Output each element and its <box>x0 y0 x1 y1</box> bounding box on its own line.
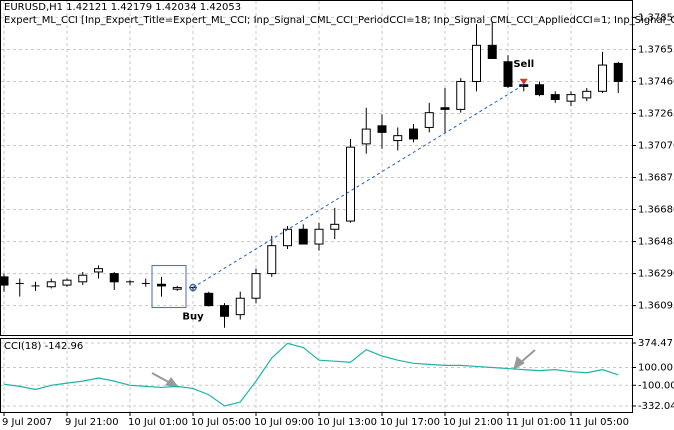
candle-body <box>487 44 497 59</box>
x-tick-label: 10 Jul 05:00 <box>191 417 251 428</box>
candle-body <box>613 62 623 82</box>
x-tick-label: 10 Jul 01:00 <box>128 417 188 428</box>
candle-body <box>440 107 450 110</box>
y-tick-label: 1.36095 <box>638 301 674 312</box>
candle-body <box>46 281 56 288</box>
cci-line <box>3 342 619 407</box>
y-tick-label: 100.00 <box>638 362 673 373</box>
candle-body <box>424 112 434 128</box>
candle-body <box>157 283 166 287</box>
x-tick-label: 11 Jul 01:00 <box>506 417 566 428</box>
candle-body <box>109 273 119 283</box>
candle-body <box>409 128 418 140</box>
candle-body <box>172 287 182 290</box>
candle-body <box>0 276 9 286</box>
candle-body <box>283 228 292 247</box>
x-tick-label: 11 Jul 05:00 <box>569 417 629 428</box>
x-tick-label: 10 Jul 21:00 <box>443 417 503 428</box>
candle-body <box>346 146 355 222</box>
x-tick-label: 9 Jul 2007 <box>2 417 52 428</box>
y-tick-label: 1.37070 <box>638 141 674 152</box>
y-tick-label: 1.36485 <box>638 237 674 248</box>
sell-marker <box>519 78 528 85</box>
y-tick-label: -332.04 <box>638 401 674 412</box>
x-tick-label: 9 Jul 21:00 <box>65 417 119 428</box>
x-tick-label: 10 Jul 09:00 <box>254 417 314 428</box>
annotation-arrows <box>151 349 536 388</box>
candle-body <box>220 305 229 317</box>
x-tick-label: 10 Jul 13:00 <box>317 417 377 428</box>
candle-body <box>314 228 324 245</box>
candle-body <box>298 228 308 245</box>
y-tick-label: -100.00 <box>638 380 674 391</box>
candle-body <box>582 90 592 99</box>
candle-body <box>62 279 72 286</box>
candle-body <box>472 44 481 82</box>
candle-body <box>204 292 214 307</box>
y-tick-label: 1.36875 <box>638 173 674 184</box>
candle-body <box>361 128 371 145</box>
y-tick-label: 1.37265 <box>638 108 674 119</box>
candle-body <box>377 125 387 133</box>
y-tick-label: 1.36680 <box>638 205 674 216</box>
price-pane-frame <box>0 0 633 336</box>
candle-body <box>503 61 513 87</box>
sell-label: Sell <box>513 59 534 70</box>
signal-box <box>151 265 187 309</box>
x-tick-label: 10 Jul 17:00 <box>380 417 440 428</box>
candle-body <box>535 84 544 96</box>
buy-marker <box>189 283 197 292</box>
candle-body <box>330 223 340 230</box>
candle-body <box>550 94 560 101</box>
indicator-title: CCI(18) -142.96 <box>4 341 83 352</box>
candle-body <box>456 80 466 110</box>
candle-body <box>566 94 576 102</box>
candle-body <box>267 245 277 275</box>
candle-body <box>94 268 103 273</box>
buy-label: Buy <box>182 312 204 323</box>
chart-subtitle: Expert_ML_CCI [Inp_Expert_Title=Expert_M… <box>4 15 674 26</box>
candle-body <box>78 274 88 283</box>
y-tick-label: 1.37655 <box>638 44 674 55</box>
trade-line <box>192 84 525 288</box>
y-tick-label: 1.37460 <box>638 76 674 87</box>
candle-body <box>393 135 403 142</box>
candle-body <box>251 273 261 299</box>
chart-title: EURUSD,H1 1.42121 1.42179 1.42034 1.4205… <box>4 2 241 13</box>
candle-body <box>235 297 245 316</box>
candle-body <box>598 64 607 92</box>
y-tick-label: 1.36290 <box>638 269 674 280</box>
cci-pane-frame <box>0 338 633 413</box>
y-tick-label: 374.47 <box>638 338 673 349</box>
y-tick-label: 1.37850 <box>638 12 674 23</box>
